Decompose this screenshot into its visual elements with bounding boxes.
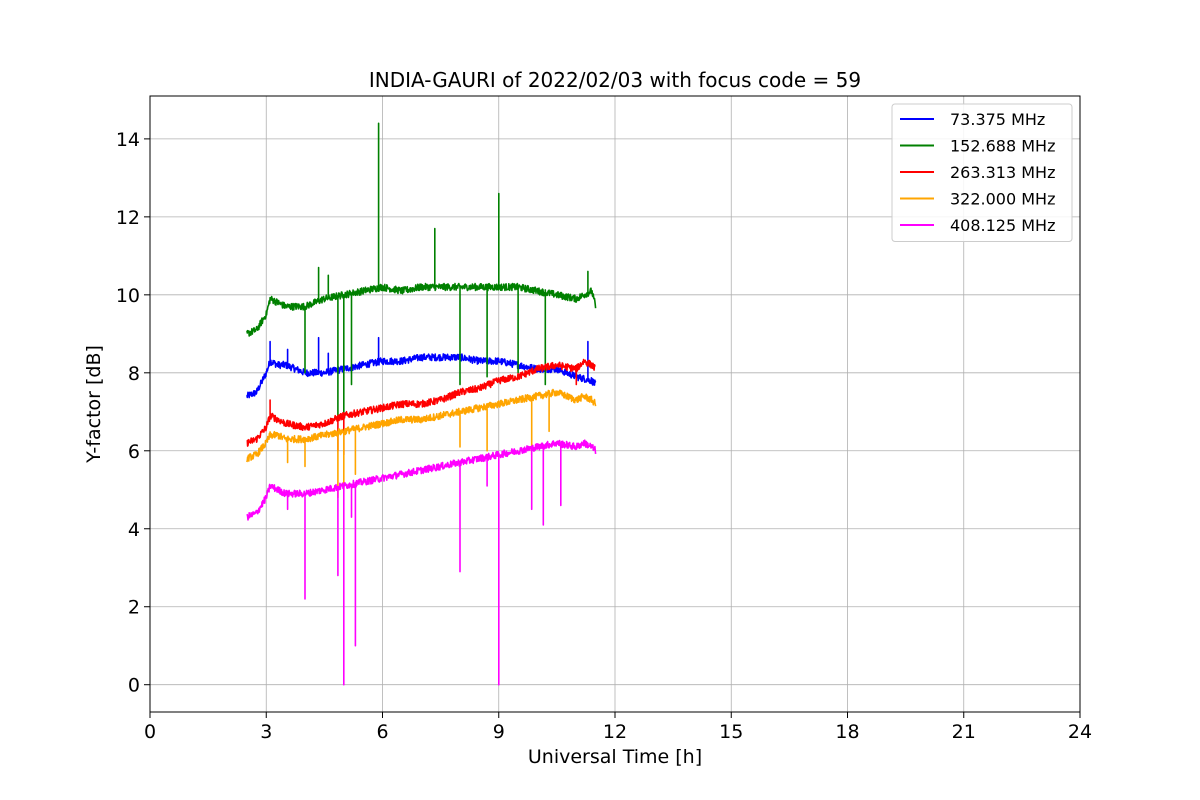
y-tick-label: 4 (128, 519, 140, 541)
y-axis: 0 2 4 6 8 10 12 14 (116, 129, 150, 697)
x-tick-label: 3 (260, 721, 272, 743)
x-tick-label: 12 (603, 721, 627, 743)
y-tick-label: 0 (128, 675, 140, 697)
x-tick-label: 0 (144, 721, 156, 743)
x-tick-label: 21 (952, 721, 976, 743)
x-tick-label: 18 (835, 721, 859, 743)
x-tick-label: 6 (376, 721, 388, 743)
x-axis-label: Universal Time [h] (528, 746, 702, 768)
x-tick-label: 24 (1068, 721, 1092, 743)
y-tick-label: 2 (128, 597, 140, 619)
y-tick-label: 12 (116, 207, 140, 229)
legend-label-0: 73.375 MHz (950, 110, 1045, 129)
legend: 73.375 MHz 152.688 MHz 263.313 MHz 322.000 … (891, 103, 1073, 242)
chart-title: INDIA-GAURI of 2022/02/03 with focus cod… (369, 68, 861, 92)
series-line-4 (246, 439, 597, 686)
series-line-3 (246, 388, 597, 499)
y-tick-label: 14 (116, 129, 140, 151)
y-tick-label: 8 (128, 363, 140, 385)
y-tick-label: 10 (116, 285, 140, 307)
x-axis: 0 3 6 9 12 15 18 21 24 (144, 712, 1092, 743)
series-line-2 (246, 358, 596, 456)
legend-label-4: 408.125 MHz (950, 216, 1055, 235)
legend-label-2: 263.313 MHz (950, 163, 1055, 182)
y-tick-label: 6 (128, 441, 140, 463)
x-tick-label: 9 (493, 721, 505, 743)
y-axis-label: Y-factor [dB] (83, 345, 105, 464)
legend-box (891, 103, 1073, 242)
series-line-1 (246, 122, 597, 421)
legend-label-1: 152.688 MHz (950, 137, 1055, 156)
legend-label-3: 322.000 MHz (950, 190, 1055, 209)
series-layer (246, 122, 597, 686)
x-tick-label: 15 (719, 721, 743, 743)
